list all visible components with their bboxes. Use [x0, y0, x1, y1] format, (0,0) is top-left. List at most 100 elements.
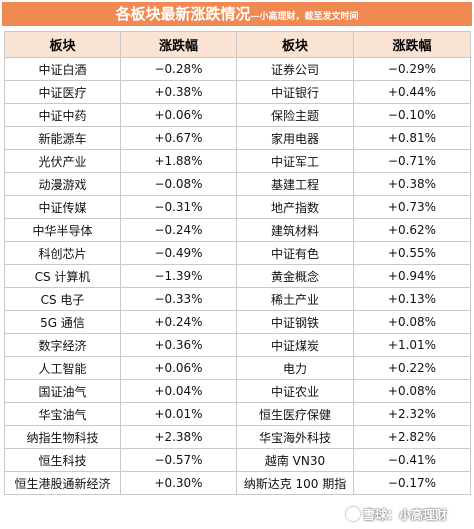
sector-name-left: 科创芯片	[4, 241, 121, 265]
sector-change-right: +0.08%	[353, 379, 471, 403]
sector-name-left: 新能源车	[4, 126, 121, 150]
header-sector-right: 板块	[236, 31, 354, 58]
sector-name-right: 建筑材料	[236, 218, 354, 242]
sector-name-right: 基建工程	[236, 172, 354, 196]
sector-name-left: 纳指生物科技	[4, 425, 121, 449]
sector-name-right: 地产指数	[236, 195, 354, 219]
sector-change-left: +0.24%	[120, 310, 237, 334]
sector-change-right: +0.94%	[353, 264, 471, 288]
sector-name-left: 中证医疗	[4, 80, 121, 104]
sector-name-right: 稀土产业	[236, 287, 354, 311]
sector-name-right: 中证银行	[236, 80, 354, 104]
sector-change-right: −0.29%	[353, 57, 471, 81]
sector-name-right: 保险主题	[236, 103, 354, 127]
sector-change-left: −0.33%	[120, 287, 237, 311]
sector-change-right: +0.81%	[353, 126, 471, 150]
sector-name-right: 纳斯达克 100 期指	[236, 471, 354, 495]
table-row: 恒生科技 −0.57% 越南 VN30 −0.41%	[4, 448, 471, 472]
sector-change-left: −0.49%	[120, 241, 237, 265]
sector-name-left: 国证油气	[4, 379, 121, 403]
snowball-logo-icon	[346, 507, 360, 521]
sector-change-left: +0.04%	[120, 379, 237, 403]
sector-name-right: 中证煤炭	[236, 333, 354, 357]
title-subtitle: —小高理财，截至发文时间	[250, 12, 359, 22]
sector-change-right: −0.71%	[353, 149, 471, 173]
sector-change-left: +0.67%	[120, 126, 237, 150]
sector-name-left: 中华半导体	[4, 218, 121, 242]
table-row: 华宝油气 +0.01% 恒生医疗保健 +2.32%	[4, 402, 471, 426]
title-main: 各板块最新涨跌情况	[115, 5, 251, 23]
watermark: 雪球：小高理财	[346, 505, 468, 523]
sector-change-right: +0.13%	[353, 287, 471, 311]
sector-change-left: +0.06%	[120, 103, 237, 127]
sector-change-left: −0.57%	[120, 448, 237, 472]
sector-change-right: −0.41%	[353, 448, 471, 472]
table-row: CS 电子 −0.33% 稀土产业 +0.13%	[4, 287, 471, 311]
sector-name-left: CS 电子	[4, 287, 121, 311]
sector-change-left: −1.39%	[120, 264, 237, 288]
header-row: 板块 涨跌幅 板块 涨跌幅	[4, 31, 471, 58]
sector-name-right: 恒生医疗保健	[236, 402, 354, 426]
sector-name-left: 5G 通信	[4, 310, 121, 334]
sector-name-left: 数字经济	[4, 333, 121, 357]
table-row: 纳指生物科技 +2.38% 华宝海外科技 +2.82%	[4, 425, 471, 449]
sector-change-left: +0.36%	[120, 333, 237, 357]
table-row: 动漫游戏 −0.08% 基建工程 +0.38%	[4, 172, 471, 196]
sector-name-right: 中证军工	[236, 149, 354, 173]
sector-name-left: 光伏产业	[4, 149, 121, 173]
sector-change-left: −0.08%	[120, 172, 237, 196]
table-row: 中华半导体 −0.24% 建筑材料 +0.62%	[4, 218, 471, 242]
sector-change-left: −0.28%	[120, 57, 237, 81]
sector-change-right: +0.73%	[353, 195, 471, 219]
sector-change-right: +0.44%	[353, 80, 471, 104]
sector-name-left: 中证传媒	[4, 195, 121, 219]
table-row: 中证中药 +0.06% 保险主题 −0.10%	[4, 103, 471, 127]
header-sector-left: 板块	[4, 31, 121, 58]
table-row: 光伏产业 +1.88% 中证军工 −0.71%	[4, 149, 471, 173]
watermark-text: 雪球：小高理财	[363, 507, 448, 522]
sector-change-left: +0.38%	[120, 80, 237, 104]
sector-name-left: 人工智能	[4, 356, 121, 380]
table-row: CS 计算机 −1.39% 黄金概念 +0.94%	[4, 264, 471, 288]
sector-name-left: 动漫游戏	[4, 172, 121, 196]
sector-name-right: 华宝海外科技	[236, 425, 354, 449]
sector-name-left: 恒生科技	[4, 448, 121, 472]
table-row: 恒生港股通新经济 +0.30% 纳斯达克 100 期指 −0.17%	[4, 471, 471, 495]
sector-change-left: +0.01%	[120, 402, 237, 426]
sector-change-left: +0.06%	[120, 356, 237, 380]
sector-name-right: 中证钢铁	[236, 310, 354, 334]
table-row: 中证白酒 −0.28% 证券公司 −0.29%	[4, 57, 471, 81]
sector-change-right: +0.22%	[353, 356, 471, 380]
sector-change-right: +0.38%	[353, 172, 471, 196]
header-change-right: 涨跌幅	[353, 31, 471, 58]
table-row: 新能源车 +0.67% 家用电器 +0.81%	[4, 126, 471, 150]
table-row: 5G 通信 +0.24% 中证钢铁 +0.08%	[4, 310, 471, 334]
sector-change-right: +1.01%	[353, 333, 471, 357]
sector-change-right: +2.82%	[353, 425, 471, 449]
sector-change-left: −0.24%	[120, 218, 237, 242]
table-row: 中证传媒 −0.31% 地产指数 +0.73%	[4, 195, 471, 219]
sector-name-left: CS 计算机	[4, 264, 121, 288]
sector-name-left: 中证中药	[4, 103, 121, 127]
sector-change-left: +0.30%	[120, 471, 237, 495]
sector-change-right: +0.62%	[353, 218, 471, 242]
table-title: 各板块最新涨跌情况—小高理财，截至发文时间	[2, 2, 472, 26]
sector-change-right: +2.32%	[353, 402, 471, 426]
sector-change-left: +1.88%	[120, 149, 237, 173]
table-row: 国证油气 +0.04% 中证农业 +0.08%	[4, 379, 471, 403]
sector-change-right: −0.10%	[353, 103, 471, 127]
sector-name-right: 中证农业	[236, 379, 354, 403]
sector-change-table: 板块 涨跌幅 板块 涨跌幅 中证白酒 −0.28% 证券公司 −0.29% 中证医疗 +0…	[4, 31, 471, 495]
sector-change-left: +2.38%	[120, 425, 237, 449]
sector-name-left: 中证白酒	[4, 57, 121, 81]
sector-name-right: 电力	[236, 356, 354, 380]
sector-name-left: 恒生港股通新经济	[4, 471, 121, 495]
sector-change-right: +0.55%	[353, 241, 471, 265]
header-change-left: 涨跌幅	[120, 31, 237, 58]
sector-change-right: −0.17%	[353, 471, 471, 495]
sector-change-left: −0.31%	[120, 195, 237, 219]
table-row: 科创芯片 −0.49% 中证有色 +0.55%	[4, 241, 471, 265]
table-row: 中证医疗 +0.38% 中证银行 +0.44%	[4, 80, 471, 104]
sector-name-right: 中证有色	[236, 241, 354, 265]
table-row: 数字经济 +0.36% 中证煤炭 +1.01%	[4, 333, 471, 357]
